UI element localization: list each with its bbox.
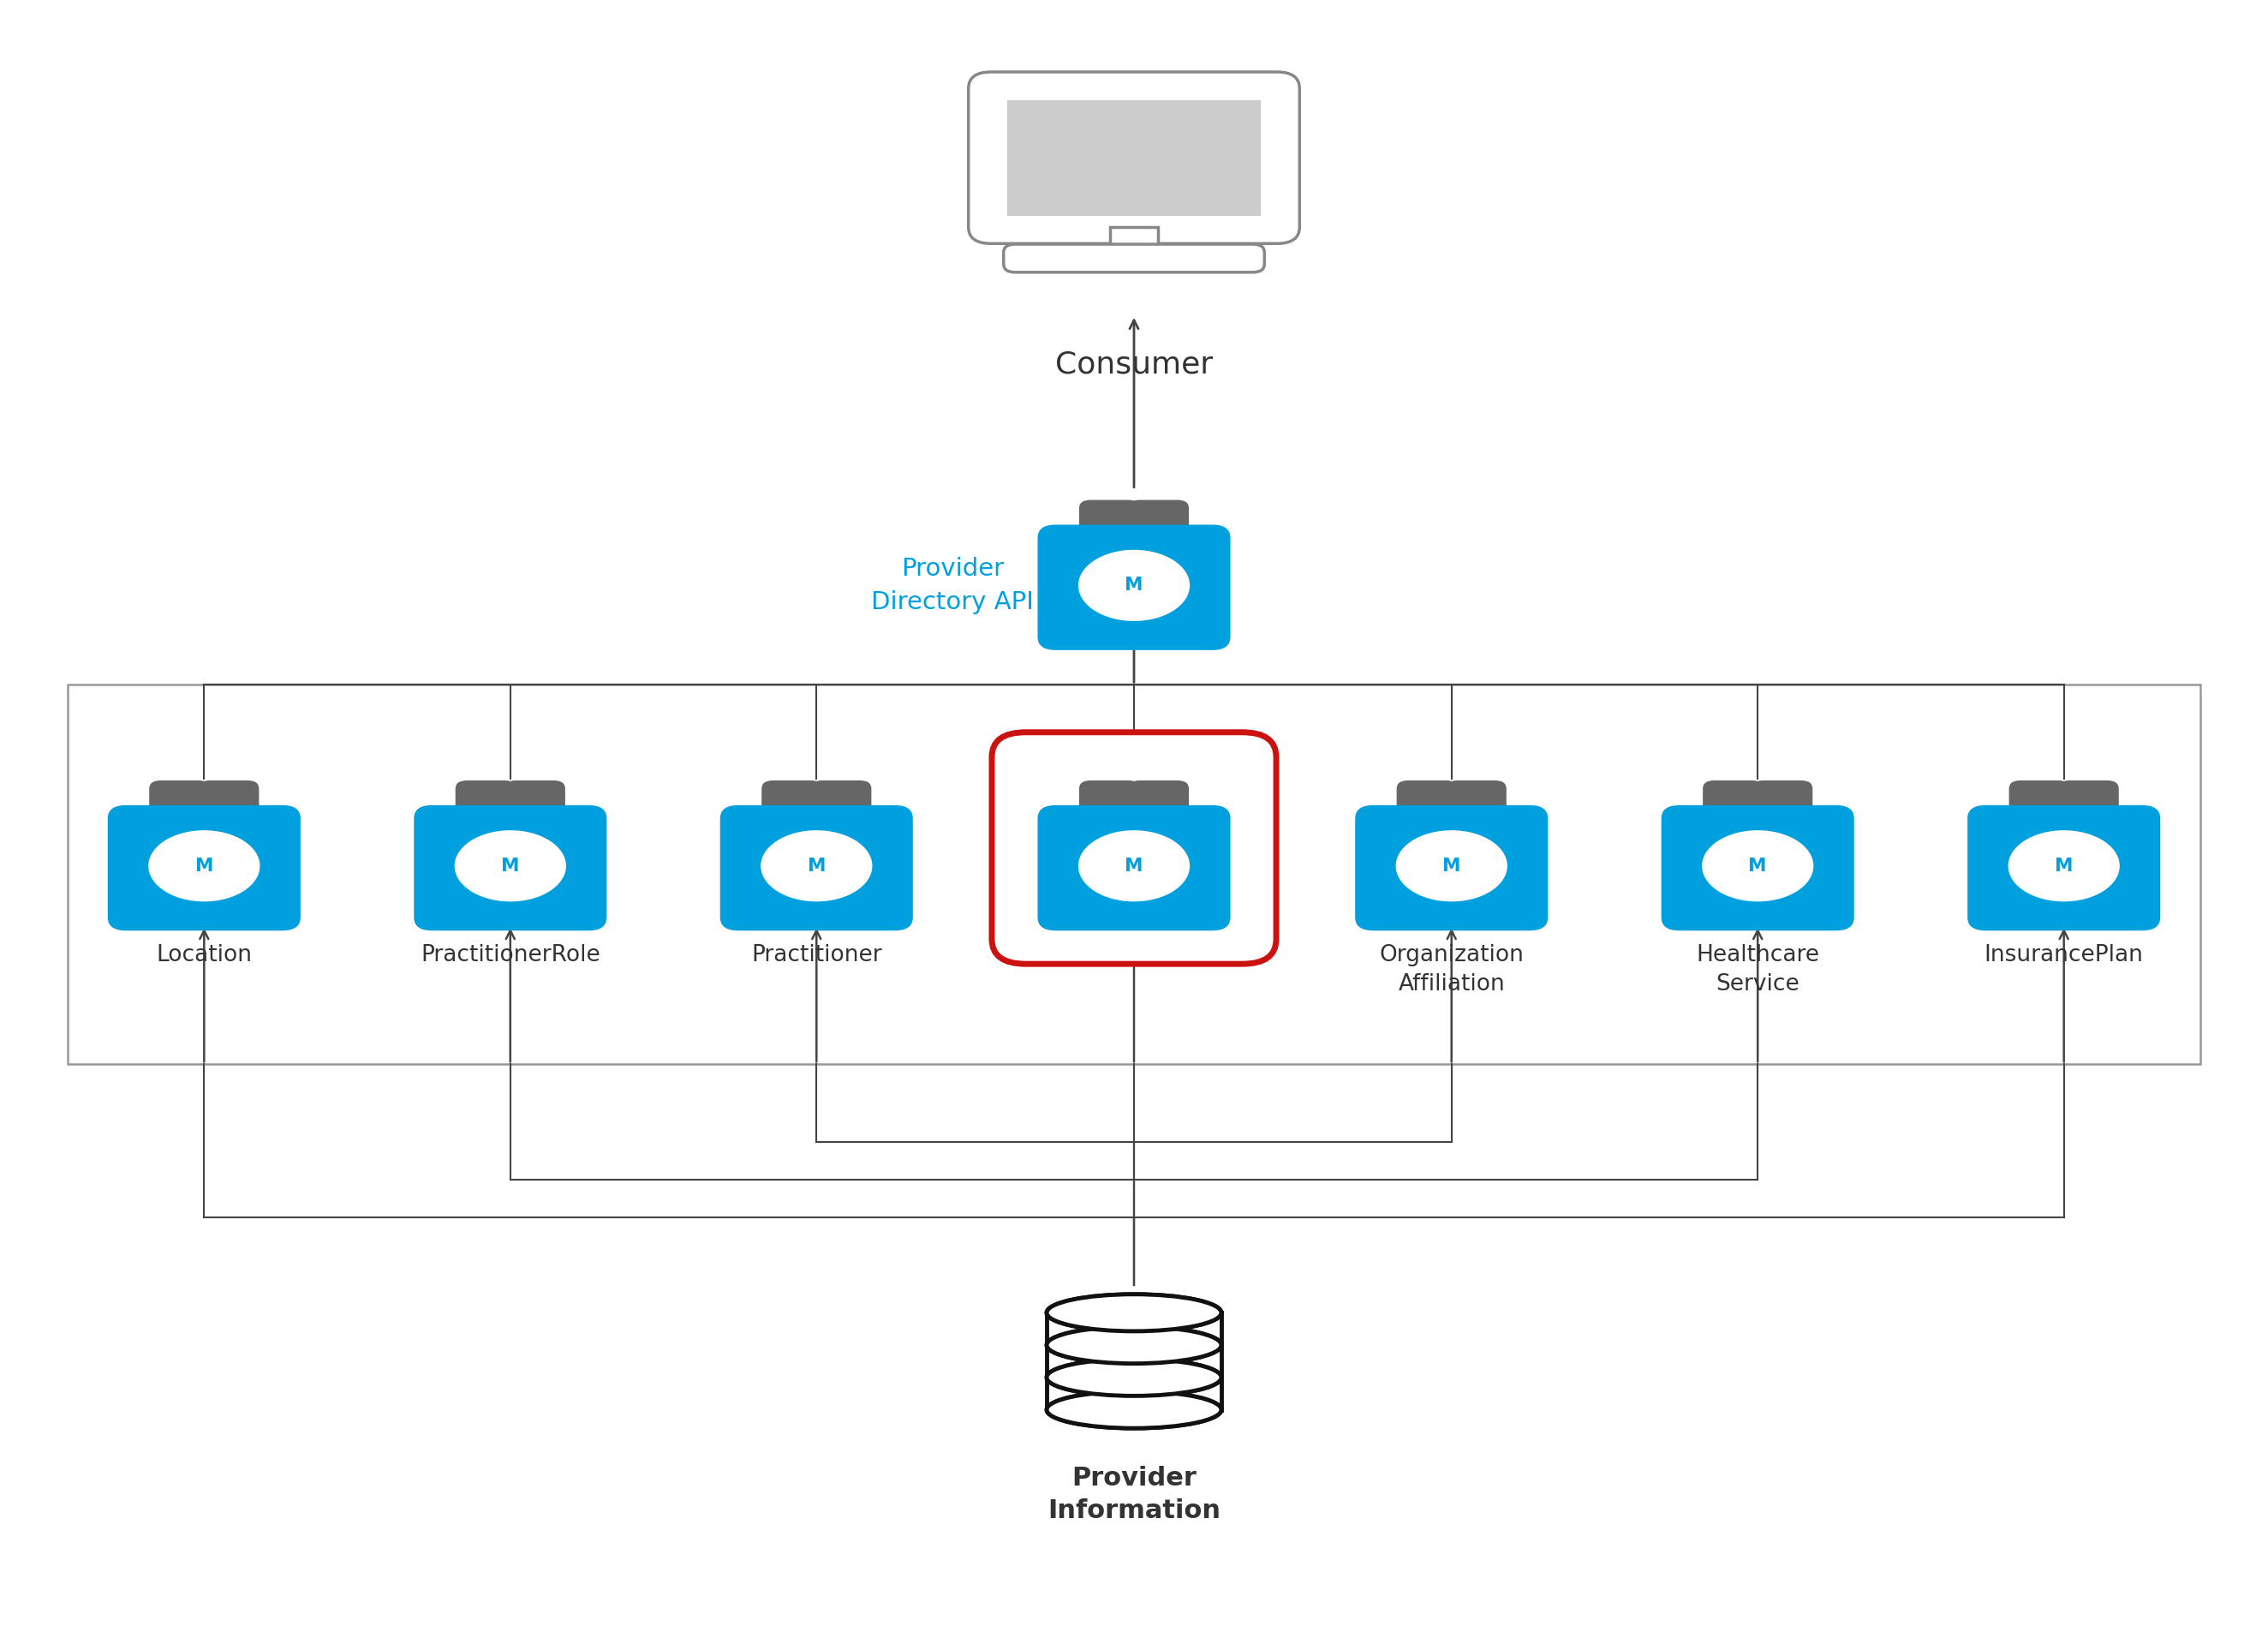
FancyBboxPatch shape [810, 780, 871, 825]
Ellipse shape [1046, 1360, 1220, 1396]
FancyBboxPatch shape [503, 780, 565, 825]
Ellipse shape [760, 830, 873, 901]
Text: Organization: Organization [1061, 944, 1207, 967]
FancyBboxPatch shape [794, 797, 839, 825]
Ellipse shape [1077, 830, 1191, 901]
FancyBboxPatch shape [758, 805, 875, 832]
Ellipse shape [2007, 830, 2121, 901]
Text: M: M [807, 858, 826, 874]
Text: Provider
Directory API: Provider Directory API [871, 558, 1034, 614]
FancyBboxPatch shape [991, 733, 1277, 964]
FancyBboxPatch shape [1111, 797, 1157, 825]
FancyBboxPatch shape [451, 805, 569, 832]
FancyBboxPatch shape [150, 780, 211, 825]
FancyBboxPatch shape [1703, 780, 1765, 825]
Text: Provider
Information: Provider Information [1048, 1467, 1220, 1523]
Ellipse shape [1701, 830, 1814, 901]
Ellipse shape [1046, 1391, 1220, 1429]
Text: Consumer: Consumer [1055, 350, 1213, 380]
FancyBboxPatch shape [1699, 805, 1817, 832]
Ellipse shape [1046, 1327, 1220, 1363]
Text: M: M [1125, 858, 1143, 874]
Ellipse shape [1395, 830, 1508, 901]
Bar [1046, 1313, 1220, 1409]
FancyBboxPatch shape [456, 780, 517, 825]
FancyBboxPatch shape [1751, 780, 1812, 825]
FancyBboxPatch shape [1429, 797, 1474, 825]
Bar [1109, 228, 1157, 252]
FancyBboxPatch shape [968, 73, 1300, 244]
Bar [1007, 101, 1261, 216]
FancyBboxPatch shape [1080, 780, 1141, 825]
FancyBboxPatch shape [2057, 780, 2118, 825]
FancyBboxPatch shape [2005, 805, 2123, 832]
Ellipse shape [1046, 1327, 1220, 1363]
FancyBboxPatch shape [1111, 516, 1157, 544]
Text: M: M [195, 858, 213, 874]
FancyBboxPatch shape [197, 780, 259, 825]
FancyBboxPatch shape [719, 805, 912, 931]
FancyBboxPatch shape [1127, 500, 1188, 544]
FancyBboxPatch shape [488, 797, 533, 825]
FancyBboxPatch shape [181, 797, 227, 825]
Ellipse shape [1046, 1294, 1220, 1332]
Text: PractitionerRole: PractitionerRole [420, 944, 601, 967]
FancyBboxPatch shape [762, 780, 823, 825]
Ellipse shape [1046, 1360, 1220, 1396]
Text: M: M [1125, 577, 1143, 594]
Text: M: M [1442, 858, 1461, 874]
FancyBboxPatch shape [107, 805, 299, 931]
Bar [68, 685, 2200, 1064]
Text: M: M [1749, 858, 1767, 874]
FancyBboxPatch shape [2041, 797, 2087, 825]
FancyBboxPatch shape [1127, 780, 1188, 825]
Text: Healthcare
Service: Healthcare Service [1696, 944, 1819, 995]
Text: Practitioner: Practitioner [751, 944, 882, 967]
Text: InsurancePlan: InsurancePlan [1984, 944, 2143, 967]
Text: Location: Location [156, 944, 252, 967]
FancyBboxPatch shape [145, 805, 263, 832]
FancyBboxPatch shape [1075, 805, 1193, 832]
FancyBboxPatch shape [2009, 780, 2071, 825]
FancyBboxPatch shape [1393, 805, 1510, 832]
FancyBboxPatch shape [1036, 805, 1229, 931]
FancyBboxPatch shape [413, 805, 606, 931]
FancyBboxPatch shape [1354, 805, 1547, 931]
Ellipse shape [147, 830, 261, 901]
Ellipse shape [1046, 1391, 1220, 1429]
FancyBboxPatch shape [1660, 805, 1853, 931]
FancyBboxPatch shape [1445, 780, 1506, 825]
Text: Organization
Affiliation: Organization Affiliation [1379, 944, 1524, 995]
FancyBboxPatch shape [1002, 244, 1263, 272]
FancyBboxPatch shape [1397, 780, 1458, 825]
FancyBboxPatch shape [1966, 805, 2159, 931]
FancyBboxPatch shape [1735, 797, 1780, 825]
FancyBboxPatch shape [1075, 525, 1193, 551]
Ellipse shape [1046, 1294, 1220, 1332]
Text: M: M [501, 858, 519, 874]
Ellipse shape [454, 830, 567, 901]
Ellipse shape [1077, 549, 1191, 620]
FancyBboxPatch shape [1036, 525, 1229, 650]
Text: M: M [2055, 858, 2073, 874]
FancyBboxPatch shape [1080, 500, 1141, 544]
